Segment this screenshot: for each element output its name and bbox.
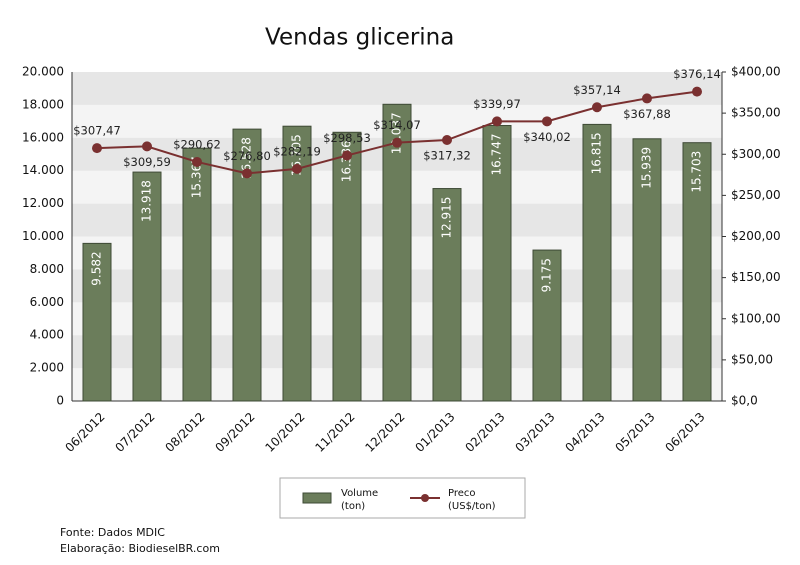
bar-label: 15.703 bbox=[690, 151, 704, 193]
price-marker bbox=[342, 150, 352, 161]
x-tick-label: 01/2013 bbox=[412, 410, 457, 455]
legend-unit: (US$/ton) bbox=[448, 501, 496, 512]
x-tick-label: 02/2013 bbox=[462, 410, 507, 455]
bar bbox=[632, 138, 662, 402]
bar bbox=[182, 147, 212, 402]
legend-marker bbox=[421, 494, 429, 502]
y-tick-label: 18.000 bbox=[22, 97, 64, 111]
x-tick-label: 08/2012 bbox=[162, 410, 207, 455]
x-tick-label: 07/2012 bbox=[112, 410, 157, 455]
price-marker bbox=[492, 116, 502, 127]
x-tick-label: 06/2013 bbox=[662, 410, 707, 455]
y-tick-label: 12.000 bbox=[22, 196, 64, 210]
y2-tick-label: $150,00 bbox=[731, 270, 781, 284]
legend-unit: (ton) bbox=[341, 501, 365, 512]
bar bbox=[232, 128, 262, 402]
y-tick-label: 2.000 bbox=[30, 361, 64, 375]
bar-label: 15.939 bbox=[640, 147, 654, 189]
bar bbox=[432, 188, 462, 402]
y2-tick-label: $350,00 bbox=[731, 106, 781, 120]
x-tick-label: 11/2012 bbox=[312, 410, 357, 455]
price-marker bbox=[242, 168, 252, 179]
price-label: $339,97 bbox=[473, 97, 521, 111]
y2-tick-label: $250,00 bbox=[731, 188, 781, 202]
price-marker bbox=[442, 135, 452, 146]
x-tick-label: 05/2013 bbox=[612, 410, 657, 455]
price-label: $298,53 bbox=[323, 131, 371, 145]
legend-swatch bbox=[302, 492, 332, 504]
price-label: $307,47 bbox=[73, 124, 121, 138]
bar-label: 12.915 bbox=[440, 197, 454, 239]
y2-tick-label: $200,00 bbox=[731, 229, 781, 243]
price-marker bbox=[392, 137, 402, 148]
x-tick-label: 03/2013 bbox=[512, 410, 557, 455]
price-label: $276,80 bbox=[223, 149, 271, 163]
bar-label: 15.367 bbox=[190, 156, 204, 198]
price-label: $357,14 bbox=[573, 83, 621, 97]
x-tick-label: 09/2012 bbox=[212, 410, 257, 455]
y2-tick-label: $300,00 bbox=[731, 147, 781, 161]
bar bbox=[332, 131, 362, 402]
price-label: $376,14 bbox=[673, 67, 721, 81]
bar bbox=[132, 171, 162, 402]
y-tick-label: 20.000 bbox=[22, 65, 64, 79]
price-label: $367,88 bbox=[623, 107, 671, 121]
price-label: $314,07 bbox=[373, 118, 421, 132]
price-marker bbox=[592, 102, 602, 113]
bar bbox=[82, 242, 112, 402]
chart-title: Vendas glicerina bbox=[265, 25, 454, 51]
bar bbox=[582, 123, 612, 402]
bar-label: 13.918 bbox=[140, 180, 154, 222]
price-label: $317,32 bbox=[423, 149, 471, 163]
bar-label: 16.528 bbox=[240, 137, 254, 179]
bar-label: 16.336 bbox=[340, 140, 354, 182]
price-label: $282,19 bbox=[273, 144, 321, 158]
bar bbox=[482, 125, 512, 402]
bar bbox=[382, 103, 412, 402]
y-tick-label: 4.000 bbox=[30, 328, 64, 342]
bar bbox=[532, 249, 562, 402]
bar-label: 9.582 bbox=[90, 251, 104, 285]
bar-label: 16.747 bbox=[490, 134, 504, 176]
grid-band bbox=[72, 72, 722, 105]
price-marker bbox=[142, 141, 152, 152]
bar-label: 16.815 bbox=[590, 132, 604, 174]
footer-credit: Elaboração: BiodieselBR.com bbox=[60, 542, 220, 555]
price-label: $340,02 bbox=[523, 130, 571, 144]
y2-tick-label: $100,00 bbox=[731, 311, 781, 325]
price-marker bbox=[92, 143, 102, 154]
price-marker bbox=[292, 163, 302, 174]
y-tick-label: 16.000 bbox=[22, 130, 64, 144]
y2-tick-label: $0,0 bbox=[731, 394, 758, 408]
y2-tick-label: $50,00 bbox=[731, 352, 773, 366]
y-tick-label: 0 bbox=[56, 394, 64, 408]
legend-label: Preco bbox=[448, 488, 476, 499]
footer-source: Fonte: Dados MDIC bbox=[60, 526, 165, 539]
y-tick-label: 8.000 bbox=[30, 262, 64, 276]
bar-label: 9.175 bbox=[540, 258, 554, 292]
price-marker bbox=[192, 156, 202, 167]
price-marker bbox=[642, 93, 652, 104]
price-marker bbox=[542, 116, 552, 127]
price-marker bbox=[692, 86, 702, 97]
y2-tick-label: $400,00 bbox=[731, 65, 781, 79]
legend-label: Volume bbox=[341, 488, 378, 499]
x-tick-label: 04/2013 bbox=[562, 410, 607, 455]
y-tick-label: 6.000 bbox=[30, 295, 64, 309]
y-tick-label: 10.000 bbox=[22, 229, 64, 243]
x-tick-label: 06/2012 bbox=[62, 410, 107, 455]
price-label: $309,59 bbox=[123, 155, 171, 169]
y-tick-label: 14.000 bbox=[22, 163, 64, 177]
x-tick-label: 10/2012 bbox=[262, 410, 307, 455]
x-tick-label: 12/2012 bbox=[362, 410, 407, 455]
bar bbox=[682, 142, 712, 402]
price-label: $290,62 bbox=[173, 137, 221, 151]
